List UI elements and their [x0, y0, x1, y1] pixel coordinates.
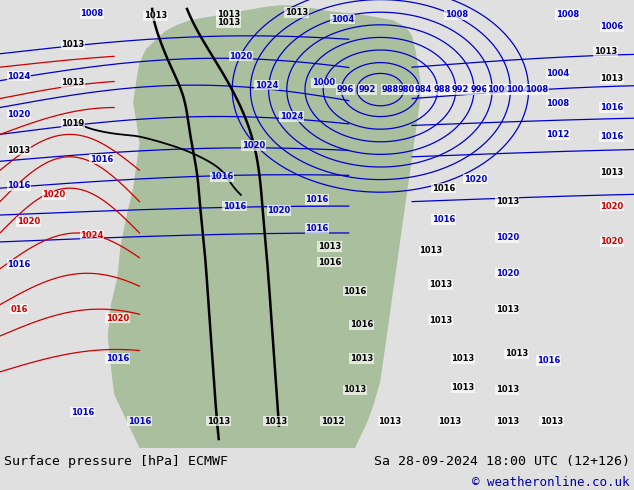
Text: 1020: 1020	[268, 206, 290, 215]
Text: 1013: 1013	[420, 246, 443, 255]
Text: 1016: 1016	[432, 215, 455, 224]
Text: 1008: 1008	[81, 9, 103, 18]
Text: 1008: 1008	[547, 98, 569, 107]
Text: 1013: 1013	[350, 354, 373, 363]
Text: 988: 988	[433, 85, 450, 94]
Text: 1016: 1016	[537, 356, 560, 365]
Text: 1019: 1019	[61, 119, 84, 128]
Text: 1020: 1020	[106, 314, 129, 322]
Text: 1016: 1016	[223, 201, 246, 211]
Text: 1012: 1012	[547, 130, 569, 139]
Text: 1016: 1016	[318, 258, 341, 267]
Text: 1020: 1020	[42, 191, 65, 199]
Text: 988: 988	[381, 85, 399, 94]
Text: 1013: 1013	[496, 416, 519, 426]
Text: 1016: 1016	[8, 181, 30, 191]
Text: 1013: 1013	[451, 354, 474, 363]
Text: 996: 996	[471, 85, 488, 94]
Text: 1016: 1016	[432, 184, 455, 193]
Text: 1020: 1020	[496, 233, 519, 242]
Text: 1013: 1013	[594, 47, 617, 56]
Text: 1016: 1016	[600, 132, 623, 141]
Text: 1000: 1000	[312, 78, 335, 87]
Text: 1013: 1013	[505, 349, 528, 358]
Text: 1006: 1006	[600, 23, 623, 31]
Text: 1016: 1016	[306, 195, 328, 204]
Text: 1020: 1020	[600, 238, 623, 246]
Text: 1016: 1016	[306, 224, 328, 233]
Text: 016: 016	[10, 305, 28, 314]
Text: 1024: 1024	[280, 112, 303, 121]
Text: 1004: 1004	[506, 85, 529, 94]
Text: 984: 984	[414, 85, 432, 94]
Text: 1016: 1016	[106, 354, 129, 363]
Text: 1008: 1008	[525, 85, 548, 94]
Text: 1016: 1016	[128, 416, 151, 426]
Text: 992: 992	[359, 85, 377, 94]
Text: 1024: 1024	[81, 231, 103, 240]
Text: 1000: 1000	[487, 85, 510, 94]
Text: 1008: 1008	[556, 10, 579, 19]
Text: Surface pressure [hPa] ECMWF: Surface pressure [hPa] ECMWF	[4, 455, 228, 468]
Text: 1024: 1024	[255, 81, 278, 90]
Text: © weatheronline.co.uk: © weatheronline.co.uk	[472, 476, 630, 489]
Text: 1013: 1013	[378, 416, 401, 426]
Text: 1013: 1013	[451, 383, 474, 392]
Text: 1013: 1013	[429, 316, 452, 325]
Text: 1013: 1013	[600, 168, 623, 177]
Text: 1016: 1016	[344, 287, 366, 295]
Text: 1020: 1020	[230, 51, 252, 60]
Polygon shape	[108, 5, 422, 448]
Text: 1020: 1020	[600, 201, 623, 211]
Text: 1013: 1013	[540, 416, 563, 426]
Text: 1016: 1016	[350, 320, 373, 329]
Text: 1008: 1008	[445, 10, 468, 19]
Text: 1016: 1016	[71, 408, 94, 416]
Text: 1004: 1004	[331, 15, 354, 24]
Text: 1013: 1013	[217, 10, 240, 19]
Text: 1013: 1013	[61, 40, 84, 49]
Text: 1013: 1013	[600, 74, 623, 83]
Text: 980: 980	[398, 85, 415, 94]
Text: 1013: 1013	[439, 416, 462, 426]
Text: 1016: 1016	[600, 103, 623, 112]
Text: 1016: 1016	[210, 172, 233, 181]
Text: 1013: 1013	[318, 242, 341, 251]
Text: 1013: 1013	[496, 385, 519, 394]
Text: 1013: 1013	[285, 8, 308, 17]
Text: Sa 28-09-2024 18:00 UTC (12+126): Sa 28-09-2024 18:00 UTC (12+126)	[374, 455, 630, 468]
Text: 1020: 1020	[464, 175, 487, 184]
Text: 1020: 1020	[496, 269, 519, 278]
Text: 1013: 1013	[429, 280, 452, 289]
Text: 1020: 1020	[8, 110, 30, 119]
Text: 1016: 1016	[8, 260, 30, 269]
Text: 1013: 1013	[8, 146, 30, 154]
Text: 996: 996	[337, 85, 354, 94]
Text: 1020: 1020	[242, 141, 265, 150]
Text: 1013: 1013	[61, 78, 84, 87]
Text: 1013: 1013	[496, 197, 519, 206]
Text: 1013: 1013	[496, 305, 519, 314]
Text: 1013: 1013	[144, 11, 167, 20]
Text: 1016: 1016	[90, 154, 113, 164]
Text: 1012: 1012	[321, 416, 344, 426]
Text: 1013: 1013	[217, 18, 240, 27]
Text: 1004: 1004	[547, 70, 569, 78]
Text: 1013: 1013	[264, 416, 287, 426]
Text: 1020: 1020	[17, 217, 40, 226]
Text: 1013: 1013	[207, 416, 230, 426]
Text: 1024: 1024	[8, 72, 30, 81]
Text: 1013: 1013	[344, 385, 366, 394]
Text: 992: 992	[452, 85, 469, 94]
